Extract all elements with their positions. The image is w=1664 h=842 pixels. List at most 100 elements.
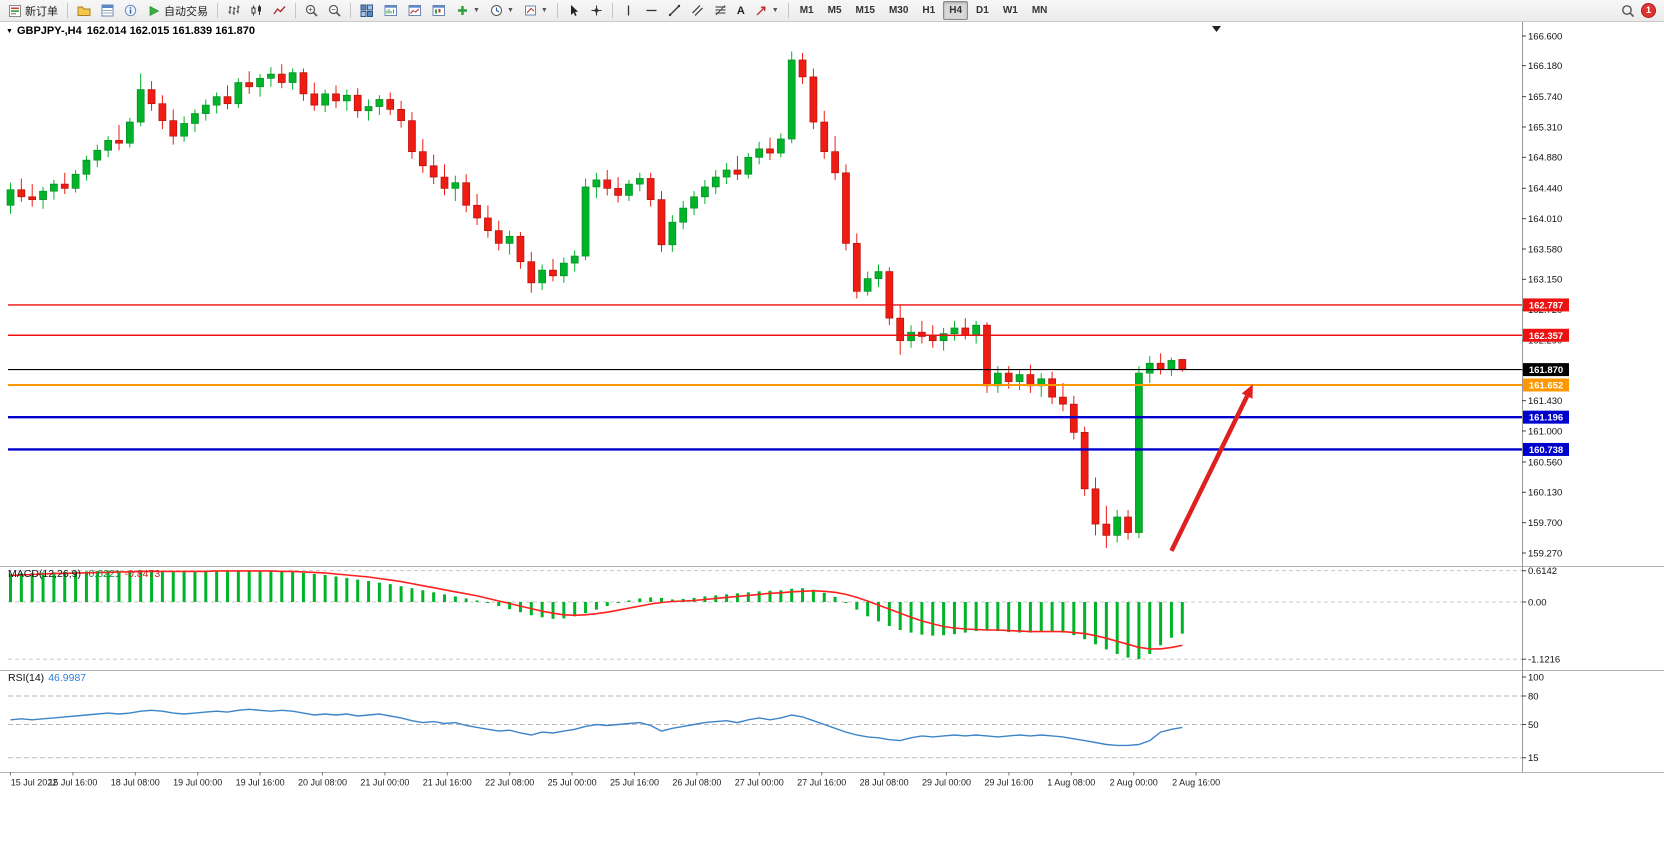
bar-chart-button[interactable] (223, 1, 244, 20)
vertical-line-icon (627, 5, 629, 16)
trend-arrow[interactable] (1169, 395, 1250, 552)
timeframe-w1-button[interactable]: W1 (1002, 5, 1018, 16)
svg-text:25 Jul 00:00: 25 Jul 00:00 (548, 778, 597, 788)
price-tag (1523, 298, 1569, 312)
timeframe-m30-button[interactable]: M30 (888, 5, 909, 16)
zoom-out-button[interactable] (324, 1, 345, 20)
arrows-tool-dropdown[interactable]: ▼ (751, 1, 783, 20)
candlestick-chart-button[interactable] (246, 1, 267, 20)
market-watch-button[interactable] (97, 1, 118, 20)
svg-text:26 Jul 08:00: 26 Jul 08:00 (672, 778, 721, 788)
channel-tool-button[interactable] (687, 1, 708, 20)
chevron-down-icon: ▼ (473, 7, 480, 14)
svg-text:27 Jul 16:00: 27 Jul 16:00 (797, 778, 846, 788)
new-chart-window-button[interactable] (380, 1, 402, 20)
fibonacci-tool-button[interactable] (710, 1, 731, 20)
trendline-tool-button[interactable] (664, 1, 685, 20)
indicators-dropdown[interactable]: ▼ (452, 1, 484, 20)
timeframe-h1-button[interactable]: H1 (922, 5, 936, 16)
profiles-button[interactable] (73, 1, 95, 20)
clock-icon (490, 5, 502, 16)
timeframe-mn-button[interactable]: MN (1031, 5, 1048, 16)
search-button[interactable] (1617, 1, 1639, 20)
svg-text:29 Jul 00:00: 29 Jul 00:00 (922, 778, 971, 788)
scale-marker-icon (1212, 26, 1221, 32)
svg-text:166.600: 166.600 (1528, 31, 1562, 42)
text-tool-icon: A (736, 4, 745, 17)
line-chart-button[interactable] (269, 1, 290, 20)
svg-text:20 Jul 08:00: 20 Jul 08:00 (298, 778, 347, 788)
cursor-icon (570, 5, 578, 16)
chevron-down-icon: ▼ (771, 7, 779, 14)
cursor-button[interactable] (563, 1, 584, 20)
rsi-line (10, 708, 1183, 747)
price-axis[interactable]: 166.600 166.180 165.740 165.310 164.880 164.4… (1522, 31, 1562, 559)
new-order-button[interactable]: 新订单 (4, 1, 62, 20)
chart-window-candles-button[interactable] (428, 1, 450, 20)
zoom-in-icon (305, 4, 318, 17)
horizontal-line-tool-button[interactable] (641, 1, 662, 20)
svg-text:161.430: 161.430 (1528, 396, 1562, 407)
svg-text:25 Jul 16:00: 25 Jul 16:00 (610, 778, 659, 788)
svg-text:1 Aug 08:00: 1 Aug 08:00 (1047, 778, 1095, 788)
timeframe-h4-button[interactable]: H4 (943, 1, 969, 20)
new-order-label: 新订单 (25, 5, 58, 18)
svg-text:164.440: 164.440 (1528, 184, 1562, 195)
svg-text:165.310: 165.310 (1528, 122, 1562, 133)
notification-badge[interactable]: 1 (1641, 3, 1656, 18)
toolbar-separator (556, 3, 558, 18)
autotrading-label: 自动交易 (164, 5, 208, 18)
crosshair-button[interactable] (586, 1, 607, 20)
line-chart-icon (273, 6, 286, 15)
svg-text:50: 50 (1528, 720, 1539, 731)
fibonacci-icon (715, 5, 726, 16)
svg-text:2 Aug 16:00: 2 Aug 16:00 (1172, 778, 1220, 788)
timeframe-m5-button[interactable]: M5 (827, 5, 842, 16)
svg-text:80: 80 (1528, 691, 1539, 702)
zoom-in-button[interactable] (301, 1, 322, 20)
rsi-value: 46.9987 (48, 672, 87, 684)
svg-text:159.700: 159.700 (1528, 518, 1562, 529)
bar-chart-icon (228, 5, 240, 15)
svg-text:166.180: 166.180 (1528, 61, 1562, 72)
data-window-button[interactable] (120, 1, 141, 20)
rsi-indicator-label: RSI(14) 46.9987 (8, 672, 90, 684)
text-tool-button[interactable]: A (733, 1, 749, 20)
macd-signal-value: -0.8473 (124, 568, 161, 580)
timeframe-d1-button[interactable]: D1 (976, 5, 989, 16)
price-tag (1523, 378, 1569, 392)
tile-windows-button[interactable] (356, 1, 378, 20)
template-icon (524, 5, 536, 16)
trendline-icon (668, 4, 681, 17)
toolbar-separator (611, 3, 613, 18)
new-order-icon (9, 4, 21, 17)
periods-dropdown[interactable]: ▼ (486, 1, 518, 20)
svg-text:165.740: 165.740 (1528, 92, 1562, 103)
trend-arrow-head (1241, 384, 1253, 399)
chart-canvas[interactable]: 166.600 166.180 165.740 165.310 164.880 164.4… (0, 22, 1664, 842)
svg-text:164.010: 164.010 (1528, 214, 1562, 225)
timeframe-m15-button[interactable]: M15 (855, 5, 875, 16)
toolbar: 新订单 自动交易 (0, 0, 1664, 22)
chart-window-line-icon (408, 5, 421, 16)
vertical-line-tool-button[interactable] (618, 1, 639, 20)
add-indicator-icon (458, 6, 467, 15)
one-click-trading-toggle-icon[interactable]: ▼ (6, 28, 13, 35)
chart-window-line-button[interactable] (404, 1, 426, 20)
chart-symbol-label: GBPJPY-,H4 (16, 25, 82, 37)
price-tag (1523, 363, 1569, 377)
svg-text:2 Aug 00:00: 2 Aug 00:00 (1110, 778, 1158, 788)
data-window-icon (124, 4, 137, 17)
chart-ohlc-values: 162.014 162.015 161.839 161.870 (86, 25, 255, 37)
svg-text:161.196: 161.196 (1529, 413, 1563, 424)
timeframe-m1-button[interactable]: M1 (799, 5, 814, 16)
tile-windows-icon (360, 4, 373, 17)
svg-text:0.00: 0.00 (1528, 597, 1547, 608)
svg-text:28 Jul 08:00: 28 Jul 08:00 (860, 778, 909, 788)
svg-text:22 Jul 08:00: 22 Jul 08:00 (485, 778, 534, 788)
svg-text:162.357: 162.357 (1529, 331, 1563, 342)
templates-dropdown[interactable]: ▼ (520, 1, 552, 20)
svg-text:160.560: 160.560 (1528, 457, 1562, 468)
autotrading-button[interactable]: 自动交易 (143, 1, 212, 20)
